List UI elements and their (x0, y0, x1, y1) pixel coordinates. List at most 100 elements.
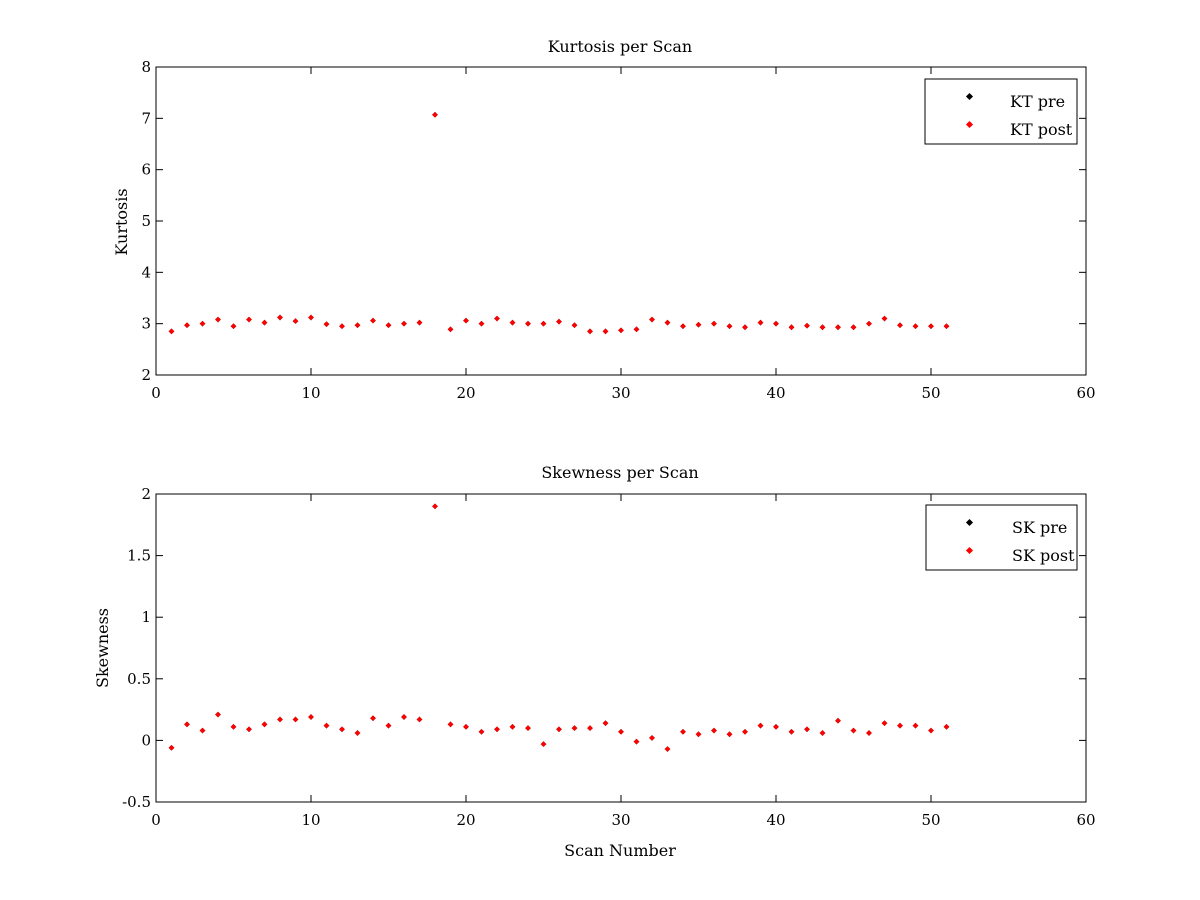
legend-marker-sk-pre (965, 518, 974, 527)
data-point-post (726, 731, 733, 738)
data-point-post (819, 730, 826, 736)
data-point-post (308, 314, 314, 321)
data-point-post (184, 721, 190, 728)
x-tick-label: 40 (766, 384, 785, 402)
plot-frame (155, 66, 1087, 376)
data-point-post (215, 316, 221, 323)
data-point-post (308, 714, 314, 720)
data-point-post (928, 727, 934, 734)
data-point-post (649, 735, 655, 741)
data-point-post (881, 720, 888, 726)
y-tick-label: 8 (141, 58, 151, 76)
y-tick-label: 5 (141, 212, 151, 230)
data-point-post (943, 724, 950, 730)
data-point-post (432, 111, 438, 118)
y-tick-label: 4 (141, 263, 151, 281)
data-point-post (339, 323, 345, 330)
x-tick-label: 60 (1076, 811, 1095, 829)
y-tick-label: 2 (141, 366, 151, 384)
chart-title: Kurtosis per Scan (548, 37, 692, 56)
data-point-post (680, 323, 686, 330)
x-tick-label: 20 (456, 384, 475, 402)
data-point-post (742, 728, 748, 735)
data-point-post (897, 322, 903, 329)
data-point-post (339, 726, 345, 733)
y-axis-label: Skewness (93, 608, 112, 688)
data-point-post (432, 503, 438, 510)
data-point-post (463, 317, 469, 324)
data-point-post (928, 323, 934, 330)
data-point-post (664, 746, 671, 752)
y-tick-label: 0.5 (127, 670, 151, 688)
data-point-post (788, 728, 795, 735)
data-point-post (695, 321, 702, 328)
data-point-post (912, 722, 919, 729)
x-tick-label: 30 (611, 384, 630, 402)
data-point-post (323, 722, 330, 729)
x-tick-label: 10 (301, 384, 320, 402)
x-tick-label: 10 (301, 811, 320, 829)
data-point-post (230, 724, 237, 730)
data-point-post (711, 320, 717, 327)
data-point-post (385, 722, 392, 729)
y-tick-label: 0 (141, 731, 151, 749)
data-point-post (354, 730, 361, 736)
data-point-post (416, 716, 423, 723)
data-point-post (649, 316, 655, 323)
data-point-post (711, 727, 717, 734)
data-point-post (835, 717, 841, 724)
data-point-post (540, 320, 547, 327)
data-point-post (184, 322, 190, 329)
y-axis-label: Kurtosis (112, 188, 131, 255)
data-point-post (757, 319, 764, 326)
data-point-post (850, 324, 857, 331)
data-point-post (494, 315, 500, 322)
data-points (168, 503, 950, 752)
data-point-post (478, 320, 485, 327)
data-point-post (804, 726, 810, 733)
data-point-post (773, 724, 779, 730)
x-axis-label: Scan Number (564, 841, 676, 860)
chart-title: Skewness per Scan (541, 463, 698, 482)
data-point-post (292, 318, 299, 324)
data-point-post (246, 726, 252, 733)
data-point-post (571, 725, 578, 731)
data-point-post (726, 323, 733, 330)
data-point-post (385, 322, 392, 329)
y-tick-label: 7 (141, 109, 151, 127)
plot-frame (155, 493, 1087, 803)
data-point-post (277, 314, 283, 321)
data-point-post (819, 324, 826, 331)
data-point-post (447, 721, 454, 728)
data-point-post (571, 322, 578, 329)
data-point-post (525, 725, 531, 731)
skewness-chart: Skewness per Scan Skewness Scan Number 0… (93, 463, 1096, 860)
data-point-post (587, 328, 593, 335)
data-point-post (602, 720, 609, 726)
data-point-post (215, 711, 221, 718)
data-point-post (261, 319, 268, 326)
data-point-post (881, 315, 888, 322)
data-point-post (416, 319, 423, 326)
y-tick-label: 6 (141, 161, 151, 179)
data-point-post (757, 722, 764, 729)
data-point-post (773, 320, 779, 327)
legend: SK pre SK post (925, 504, 1078, 571)
data-point-post (633, 738, 640, 745)
legend-label-kt-post: KT post (1010, 120, 1073, 139)
x-tick-label: 0 (151, 811, 161, 829)
data-point-post (292, 716, 299, 723)
data-point-post (261, 721, 268, 728)
data-point-post (168, 328, 175, 335)
data-point-post (199, 727, 206, 734)
data-point-post (897, 722, 903, 729)
data-point-post (478, 728, 485, 735)
kurtosis-chart: Kurtosis per Scan Kurtosis 0 10 20 30 40 50 60… (112, 37, 1096, 402)
data-point-post (804, 322, 810, 329)
data-point-post (370, 715, 376, 722)
x-tick-label: 20 (456, 811, 475, 829)
data-point-post (323, 321, 330, 328)
data-point-post (540, 741, 547, 747)
